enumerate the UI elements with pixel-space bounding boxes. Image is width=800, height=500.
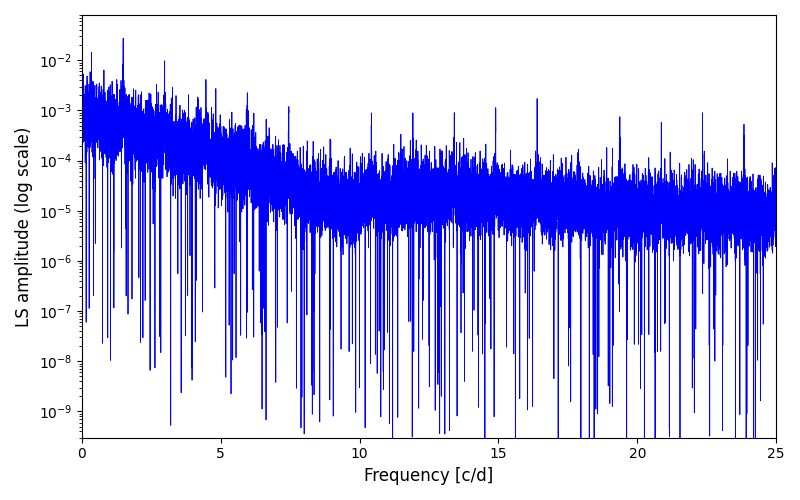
X-axis label: Frequency [c/d]: Frequency [c/d]: [364, 467, 494, 485]
Y-axis label: LS amplitude (log scale): LS amplitude (log scale): [15, 126, 33, 326]
